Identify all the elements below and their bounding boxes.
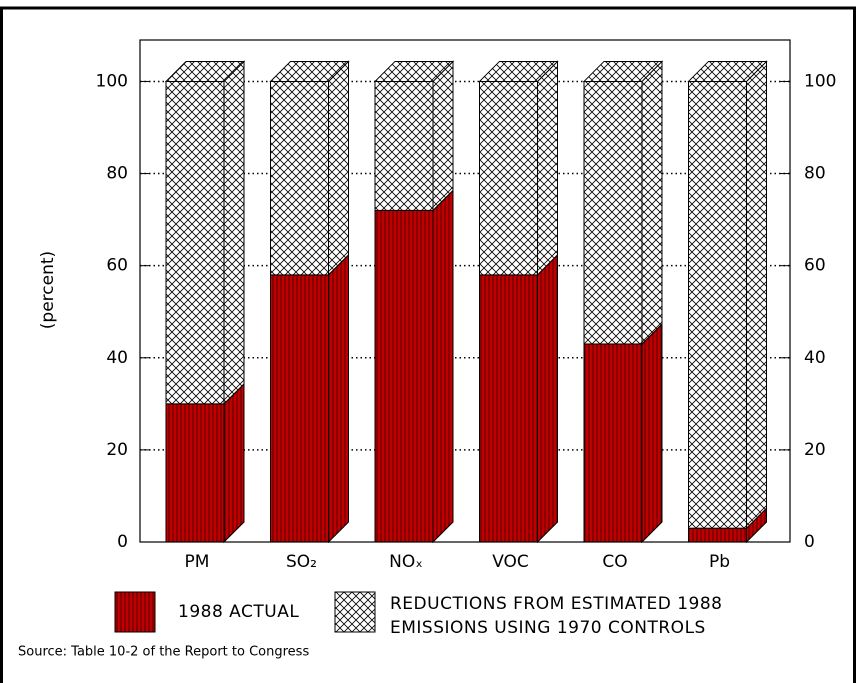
y-tick-label: 60 xyxy=(106,256,128,276)
bar-top xyxy=(687,60,768,82)
legend-label: 1988 ACTUAL xyxy=(178,602,299,622)
x-tick-label: Pb xyxy=(709,552,730,572)
x-tick-label: PM xyxy=(185,552,210,572)
y2-tick-label: 0 xyxy=(804,532,815,552)
y-tick-label: 80 xyxy=(106,164,128,184)
bar-side xyxy=(223,60,245,406)
bar-top xyxy=(164,60,246,82)
bar-side xyxy=(223,382,245,544)
x-tick-label: SO₂ xyxy=(286,552,317,572)
y2-tick-label: 20 xyxy=(804,440,826,460)
bar-front xyxy=(374,209,434,543)
bar-segment xyxy=(374,189,454,544)
bar-front xyxy=(374,80,434,211)
y-tick-label: 20 xyxy=(106,440,128,460)
x-tick-label: NOₓ xyxy=(389,552,423,572)
bar-side xyxy=(537,253,558,544)
bar-segment xyxy=(164,60,246,406)
y2-tick-label: 40 xyxy=(804,348,826,368)
bar-segment xyxy=(687,60,768,530)
bar-front xyxy=(165,80,225,405)
legend-swatch xyxy=(334,591,376,633)
y-tick-label: 40 xyxy=(106,348,128,368)
bar-top xyxy=(269,60,350,82)
bar-front xyxy=(583,343,643,543)
bar-front xyxy=(270,274,329,543)
bar-front xyxy=(165,403,225,543)
y-tick-label: 100 xyxy=(96,71,128,91)
y-tick-label: 0 xyxy=(117,532,128,552)
bar-segment xyxy=(373,60,455,212)
bar-side xyxy=(328,60,349,277)
bar-front xyxy=(270,80,329,276)
bar-side xyxy=(432,60,454,212)
bar-segment xyxy=(583,322,663,544)
bar-front xyxy=(479,274,538,543)
legend-swatch xyxy=(114,591,156,633)
x-tick-label: CO xyxy=(602,552,627,572)
plot-frame xyxy=(139,39,791,543)
bar-top xyxy=(373,60,455,82)
bar-side xyxy=(328,253,349,544)
legend-label: REDUCTIONS FROM ESTIMATED 1988 EMISSIONS… xyxy=(390,594,723,638)
bar-side xyxy=(746,60,767,530)
bar-segment xyxy=(270,253,349,544)
y-axis-label: (percent) xyxy=(38,251,58,329)
source: Source: Table 10-2 of the Report to Cong… xyxy=(18,645,309,660)
bar-front xyxy=(688,80,747,529)
bar-front xyxy=(688,527,747,543)
bar-segment xyxy=(478,60,559,277)
bar-side xyxy=(641,322,663,544)
y2-tick-label: 100 xyxy=(804,71,836,91)
bar-side xyxy=(537,60,558,277)
bar-top xyxy=(478,60,559,82)
bar-front xyxy=(479,80,538,276)
y2-tick-label: 60 xyxy=(804,256,826,276)
outer-frame xyxy=(0,6,856,683)
bar-segment xyxy=(479,253,558,544)
bar-side xyxy=(641,60,663,346)
bar-segment xyxy=(165,382,245,544)
bar-segment xyxy=(269,60,350,277)
bar-front xyxy=(583,80,643,345)
y2-tick-label: 80 xyxy=(804,164,826,184)
bar-top xyxy=(582,60,664,82)
bar-segment xyxy=(582,60,664,346)
x-tick-label: VOC xyxy=(492,552,529,572)
bar-side xyxy=(432,189,454,544)
